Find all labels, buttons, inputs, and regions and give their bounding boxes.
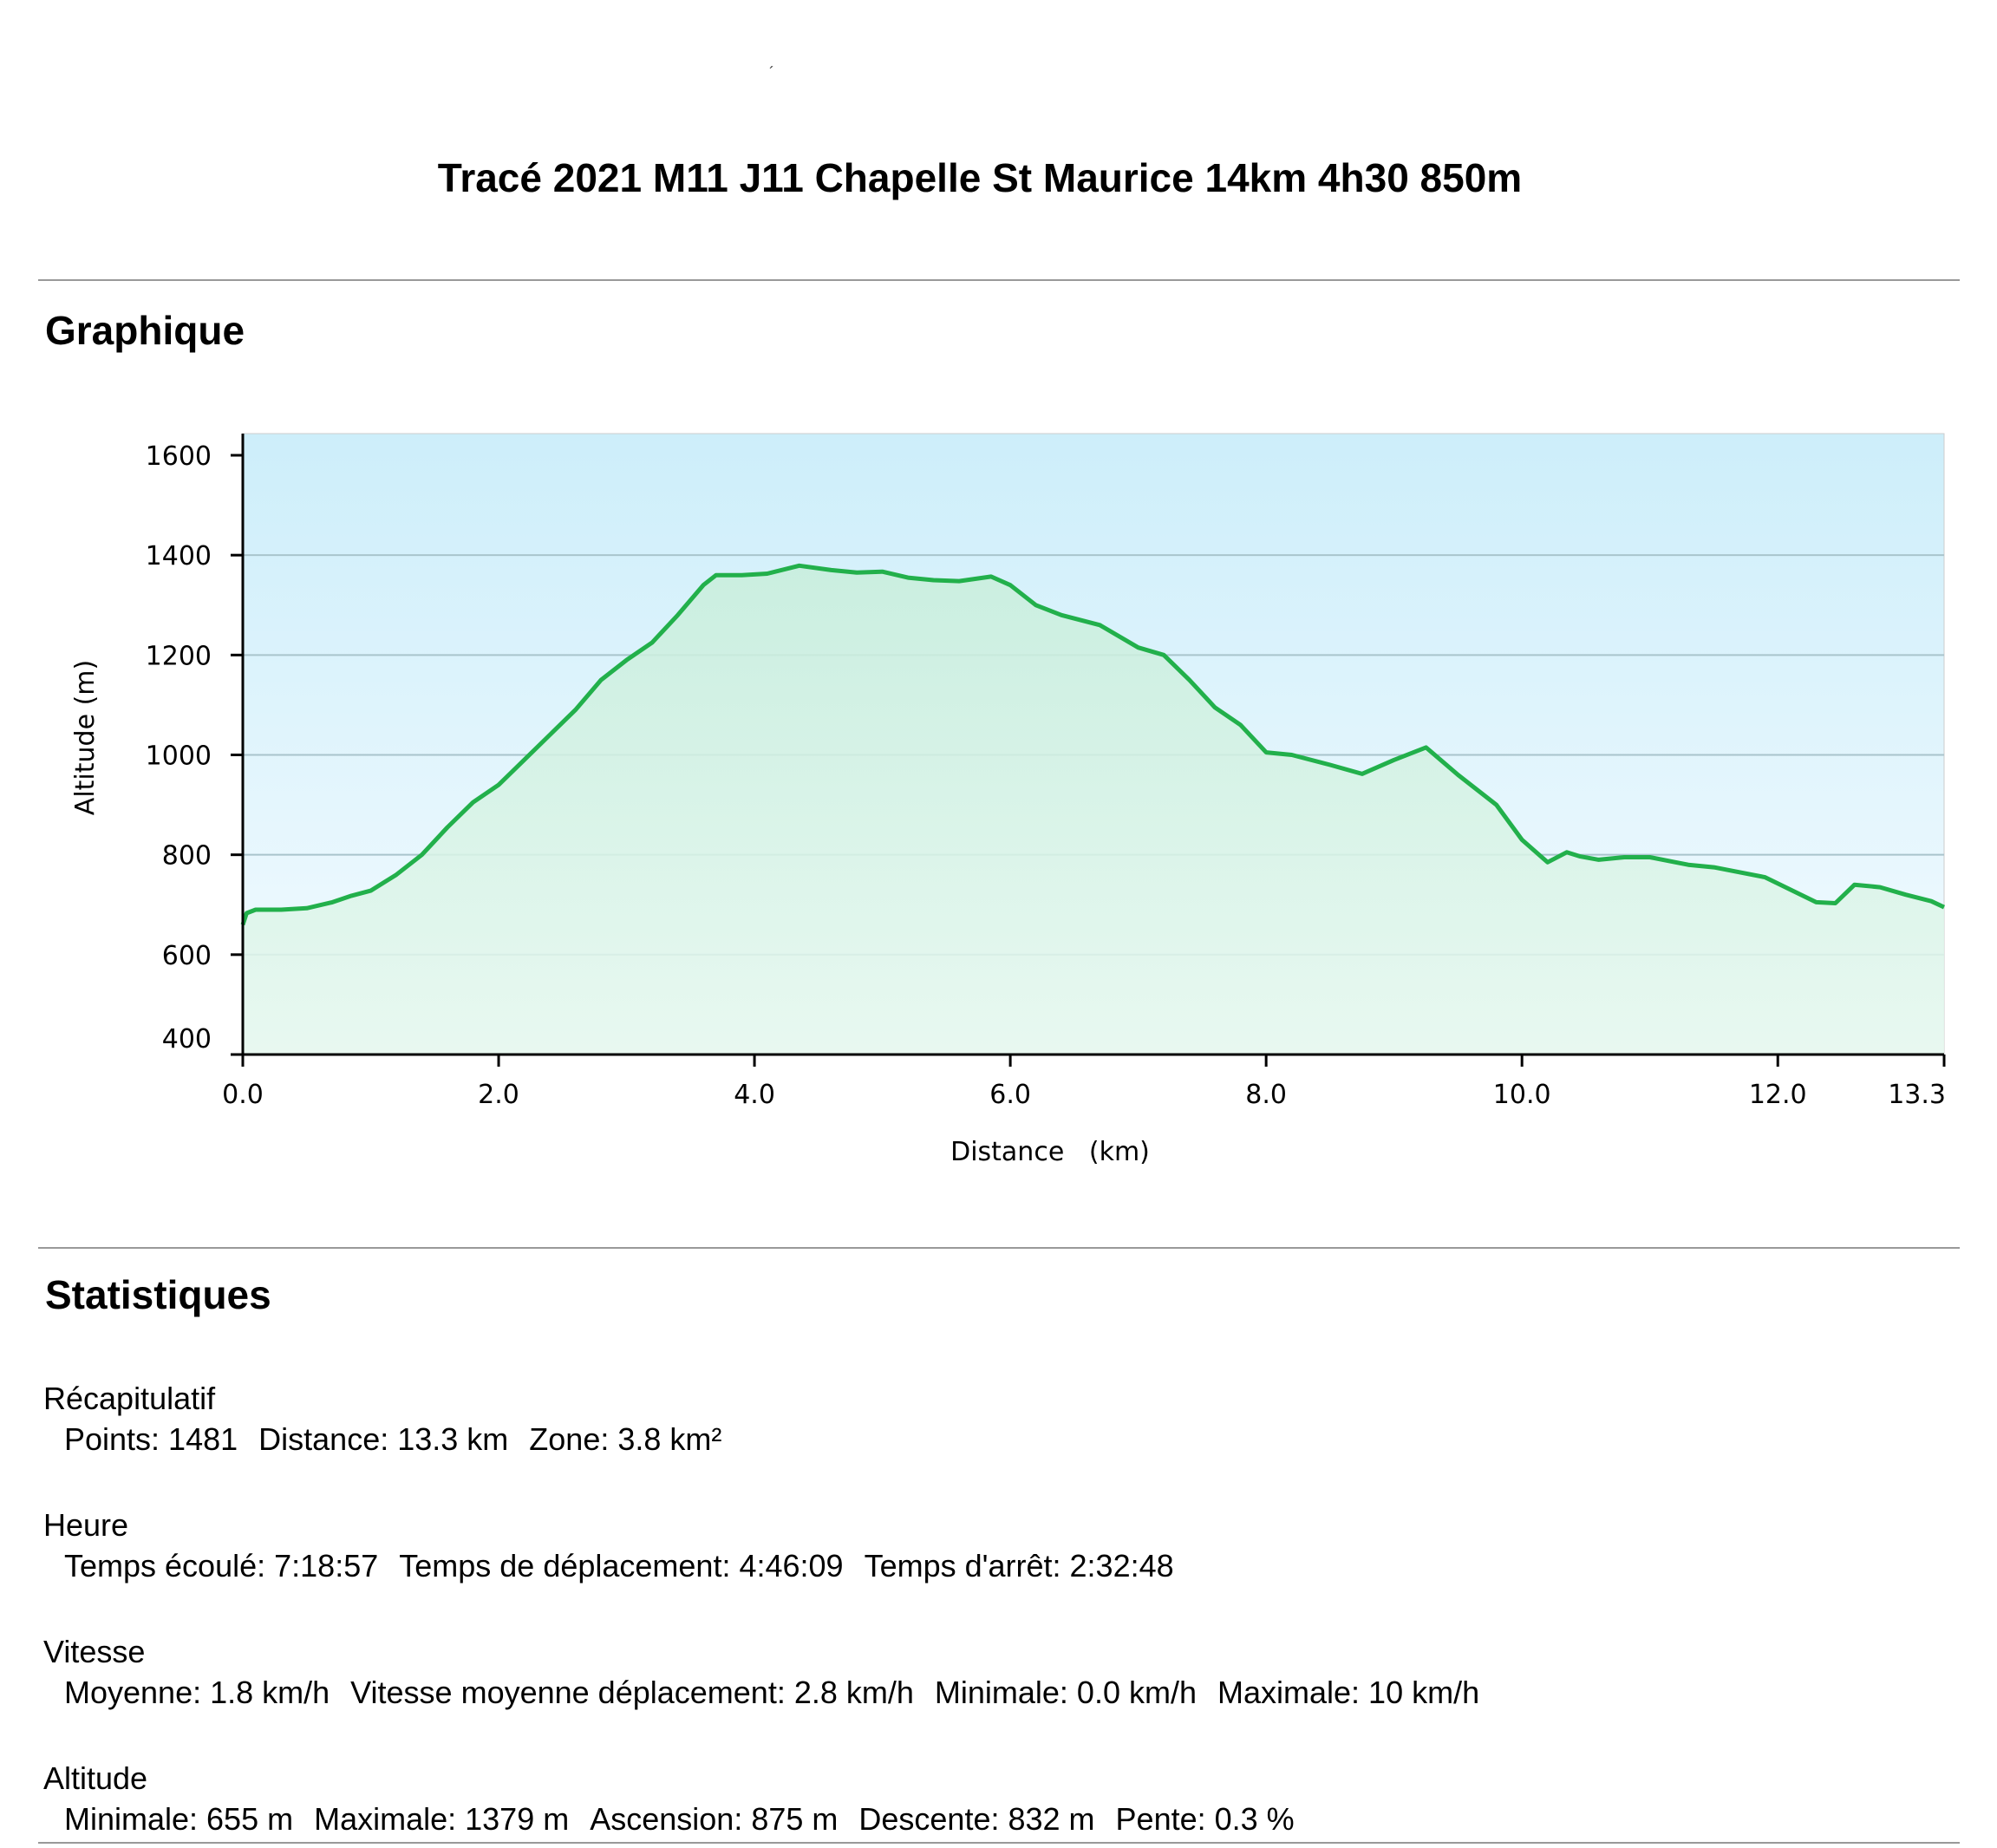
x-axis-ticks: 0.0 2.0 4.0 6.0 8.0 10.0 12.0 13.3 [222, 1055, 1946, 1110]
stats-group-values: Points: 1481 Distance: 13.3 km Zone: 3.8 k… [43, 1419, 1500, 1460]
stats-group: Vitesse Moyenne: 1.8 km/h Vitesse moyenne … [43, 1632, 1500, 1714]
stray-accent-mark: ´ [769, 64, 774, 82]
stats-group-values: Minimale: 655 m Maximale: 1379 m Ascension… [43, 1799, 1500, 1840]
x-tick-label: 13.3 [1888, 1080, 1946, 1110]
stats-group-values: Temps écoulé: 7:18:57 Temps de déplacemen… [43, 1545, 1500, 1587]
stats-group-title: Vitesse [43, 1634, 146, 1669]
stat-value: Descente: 832 m [858, 1801, 1095, 1837]
y-tick-label: 600 [162, 941, 212, 971]
page-title: Tracé 2021 M11 J11 Chapelle St Maurice 1… [437, 155, 1523, 200]
stat-value: Temps écoulé: 7:18:57 [64, 1548, 379, 1584]
x-axis-label: Distance (km) [950, 1137, 1150, 1167]
x-tick-label: 8.0 [1245, 1080, 1287, 1110]
elevation-line [240, 563, 1946, 926]
divider-bottom [38, 1842, 1960, 1844]
stat-value: Temps d'arrêt: 2:32:48 [864, 1548, 1174, 1584]
section-title-stats: Statistiques [45, 1272, 271, 1317]
x-tick-label: 10.0 [1493, 1080, 1551, 1110]
y-tick-label: 1000 [146, 741, 212, 772]
x-tick-label: 4.0 [734, 1080, 775, 1110]
axes [241, 434, 1944, 1056]
stat-value: Minimale: 0.0 km/h [934, 1675, 1197, 1710]
stat-value: Points: 1481 [64, 1421, 238, 1457]
stats-group-title: Heure [43, 1507, 129, 1543]
statistics-block: Récapitulatif Points: 1481 Distance: 13.3 … [43, 1379, 1500, 1840]
stats-group: Altitude Minimale: 655 m Maximale: 1379 m A… [43, 1759, 1500, 1840]
elevation-area [243, 565, 1944, 1055]
y-tick-label: 1600 [146, 441, 212, 472]
stats-group-title: Récapitulatif [43, 1381, 216, 1416]
stat-value: Moyenne: 1.8 km/h [64, 1675, 330, 1710]
elevation-chart: 0.0 2.0 4.0 6.0 8.0 10.0 12.0 13.3 400 600 800 100… [70, 433, 1946, 1167]
stat-value: Maximale: 1379 m [314, 1801, 570, 1837]
stat-value: Temps de déplacement: 4:46:09 [399, 1548, 844, 1584]
divider-top [38, 279, 1960, 281]
stat-value: Minimale: 655 m [64, 1801, 294, 1837]
stat-value: Maximale: 10 km/h [1217, 1675, 1480, 1710]
stat-value: Ascension: 875 m [590, 1801, 839, 1837]
y-tick-label: 1200 [146, 641, 212, 671]
y-tick-label: 800 [162, 841, 212, 872]
stat-value: Distance: 13.3 km [258, 1421, 509, 1457]
stat-value: Pente: 0.3 % [1115, 1801, 1295, 1837]
stats-group-title: Altitude [43, 1760, 148, 1796]
stats-group-values: Moyenne: 1.8 km/h Vitesse moyenne déplace… [43, 1672, 1500, 1714]
stats-group: Heure Temps écoulé: 7:18:57 Temps de dépla… [43, 1505, 1500, 1587]
x-tick-label: 6.0 [989, 1080, 1031, 1110]
y-tick-label: 400 [162, 1024, 212, 1055]
stats-group: Récapitulatif Points: 1481 Distance: 13.3 … [43, 1379, 1500, 1460]
y-axis-ticks: 400 600 800 1000 1200 1400 1600 [146, 441, 243, 1056]
stat-value: Vitesse moyenne déplacement: 2.8 km/h [350, 1675, 914, 1710]
section-title-chart: Graphique [45, 308, 245, 353]
y-tick-label: 1400 [146, 541, 212, 571]
x-tick-label: 0.0 [222, 1080, 264, 1110]
x-tick-label: 2.0 [478, 1080, 519, 1110]
y-axis-label: Altitude (m) [70, 660, 101, 815]
divider-middle [38, 1247, 1960, 1249]
stat-value: Zone: 3.8 km² [529, 1421, 722, 1457]
x-tick-label: 12.0 [1749, 1080, 1807, 1110]
